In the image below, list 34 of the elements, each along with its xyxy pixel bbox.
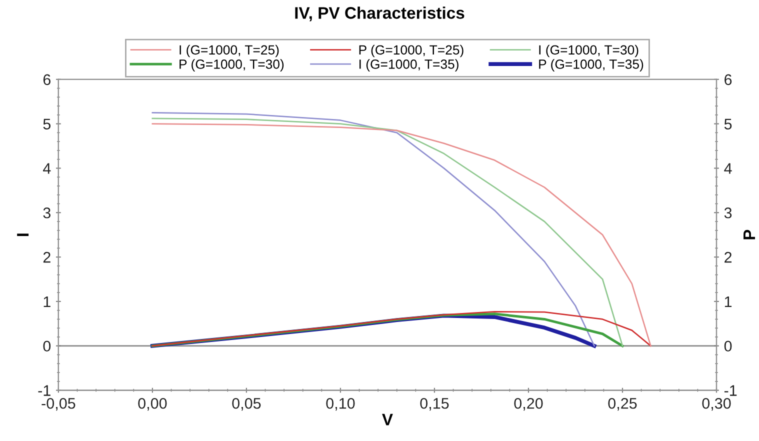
legend-label: I (G=1000, T=25) — [180, 44, 279, 58]
y2-tick-label: -1 — [724, 385, 737, 396]
legend-label: I (G=1000, T=35) — [359, 59, 458, 72]
y-tick-label: 5 — [43, 118, 51, 130]
x-tick-label: 0,15 — [420, 398, 449, 411]
x-axis-title: V — [382, 414, 393, 426]
x-tick-label: 0,00 — [138, 398, 167, 411]
y-axis-title: I — [17, 234, 29, 236]
legend-label: I (G=1000, T=30) — [539, 44, 638, 58]
legend-label: P (G=1000, T=35) — [539, 59, 644, 72]
y-tick-label: 2 — [43, 252, 50, 263]
y2-tick-label: 2 — [724, 252, 732, 263]
y-tick-label: 0 — [43, 340, 51, 352]
y-tick-label: 1 — [44, 296, 50, 307]
y2-tick-label: 1 — [724, 296, 732, 307]
y2-axis-title: P — [744, 230, 756, 240]
x-tick-label: -0,05 — [42, 398, 76, 411]
x-tick-label: 0,05 — [232, 398, 261, 411]
legend-label: P (G=1000, T=25) — [359, 44, 464, 58]
y-tick-label: -1 — [38, 385, 50, 396]
legend-label: P (G=1000, T=30) — [180, 59, 284, 72]
chart-title: IV, PV Characteristics — [295, 6, 464, 22]
y2-tick-label: 3 — [724, 207, 732, 218]
y-tick-label: 4 — [43, 163, 51, 174]
y-tick-label: 6 — [43, 74, 50, 86]
y2-tick-label: 6 — [724, 74, 732, 86]
x-tick-label: 0,20 — [514, 398, 543, 411]
y-tick-label: 3 — [43, 207, 50, 218]
y2-tick-label: 0 — [724, 340, 732, 352]
x-tick-label: 0,25 — [608, 398, 637, 411]
y2-tick-label: 4 — [724, 163, 732, 174]
x-tick-label: 0,30 — [702, 398, 731, 411]
y2-tick-label: 5 — [724, 118, 732, 130]
x-tick-label: 0,10 — [326, 398, 355, 411]
